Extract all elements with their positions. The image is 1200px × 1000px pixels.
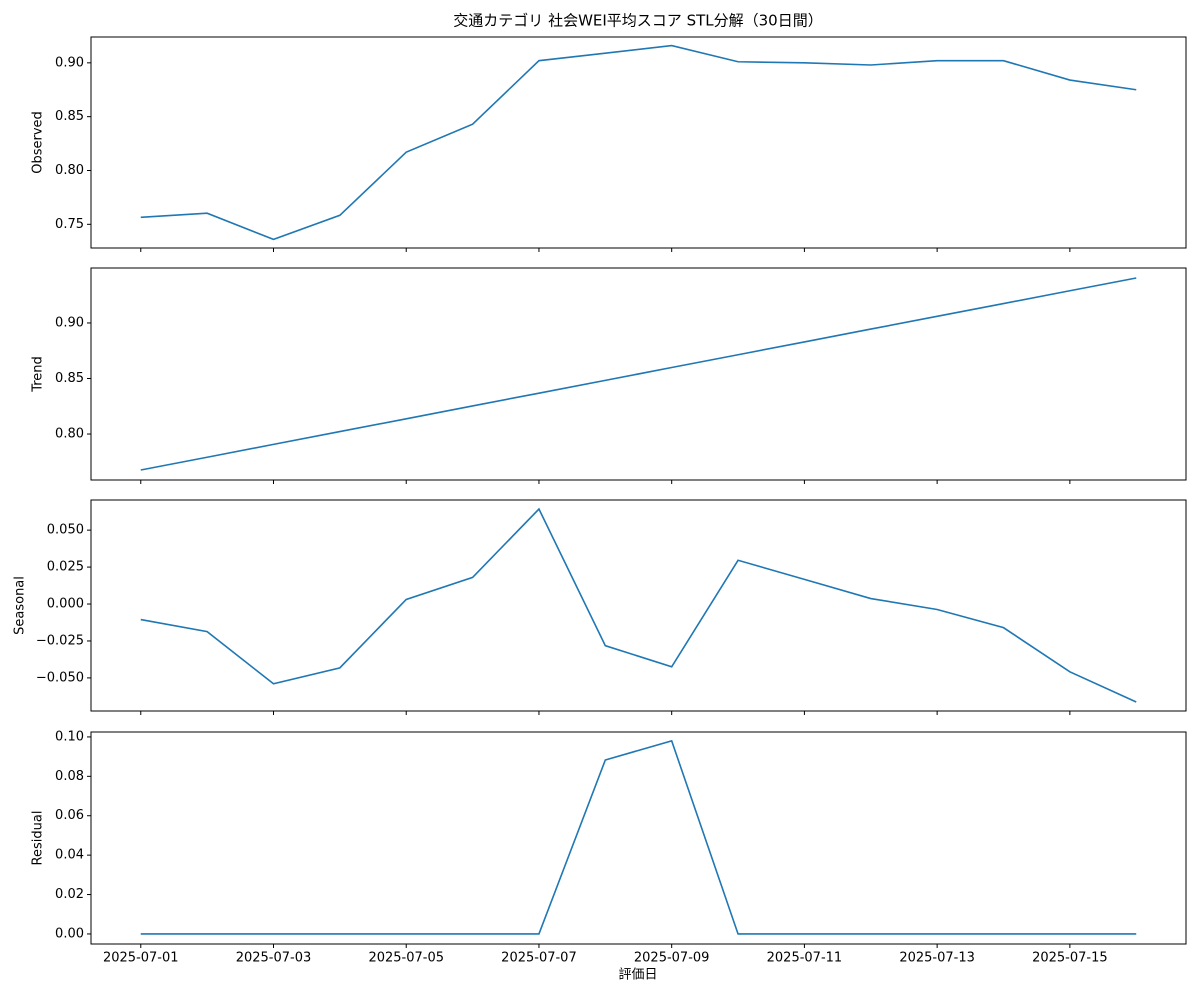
y-tick-label: 0.00 <box>55 926 84 941</box>
y-tick-label: 0.90 <box>55 55 84 70</box>
y-tick-label: 0.025 <box>47 560 84 575</box>
y-tick-label: 0.08 <box>55 769 84 784</box>
y-axis-label: Observed <box>31 111 46 174</box>
y-axis-label: Seasonal <box>13 576 28 635</box>
y-tick-label: 0.90 <box>55 315 84 330</box>
plot-frame <box>91 37 1186 248</box>
x-tick-label: 2025-07-15 <box>1032 951 1108 966</box>
x-tick-label: 2025-07-11 <box>767 951 843 966</box>
y-tick-label: 0.80 <box>55 427 84 442</box>
y-tick-label: −0.025 <box>36 633 84 648</box>
x-tick-label: 2025-07-09 <box>634 951 710 966</box>
x-tick-label: 2025-07-01 <box>103 951 179 966</box>
y-tick-label: 0.050 <box>47 523 84 538</box>
y-tick-label: 0.75 <box>55 217 84 232</box>
x-tick-label: 2025-07-03 <box>236 951 312 966</box>
y-tick-label: 0.06 <box>55 808 84 823</box>
y-axis-label: Trend <box>31 356 46 393</box>
y-tick-label: 0.80 <box>55 163 84 178</box>
x-tick-label: 2025-07-05 <box>368 951 444 966</box>
x-tick-label: 2025-07-07 <box>501 951 577 966</box>
y-tick-label: 0.04 <box>55 848 84 863</box>
chart-title: 交通カテゴリ 社会WEI平均スコア STL分解（30日間） <box>453 12 822 30</box>
data-line <box>141 509 1136 702</box>
y-tick-label: 0.02 <box>55 887 84 902</box>
x-tick-label: 2025-07-13 <box>899 951 975 966</box>
data-line <box>141 278 1136 470</box>
plot-frame <box>91 732 1186 944</box>
y-tick-label: 0.85 <box>55 371 84 386</box>
y-tick-label: 0.10 <box>55 729 84 744</box>
data-line <box>141 46 1136 240</box>
y-tick-label: −0.050 <box>36 670 84 685</box>
data-line <box>141 741 1136 934</box>
plot-frame <box>91 500 1186 711</box>
x-axis-label: 評価日 <box>618 968 657 983</box>
y-tick-label: 0.000 <box>47 597 84 612</box>
y-tick-label: 0.85 <box>55 109 84 124</box>
y-axis-label: Residual <box>31 811 46 866</box>
